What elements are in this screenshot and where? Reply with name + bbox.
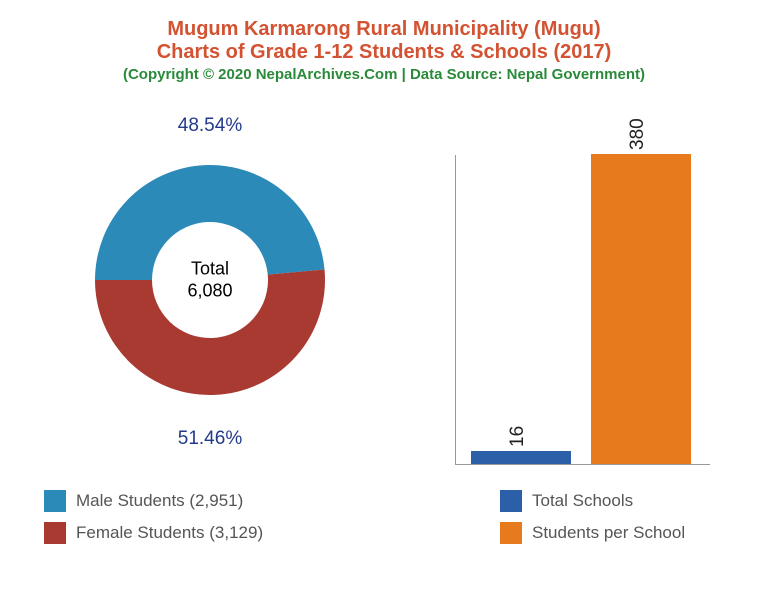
bar-schools-value-label: 16 (507, 426, 529, 447)
copyright-line: (Copyright © 2020 NepalArchives.Com | Da… (0, 66, 768, 83)
legend-male-label: Male Students (2,951) (76, 491, 243, 511)
bar-students-per-school (591, 154, 691, 464)
legend-schools: Total Schools (500, 490, 685, 512)
legend-schools-label: Total Schools (532, 491, 633, 511)
legend-female: Female Students (3,129) (44, 522, 263, 544)
bar-total-schools (471, 451, 571, 464)
donut-chart-section: 48.54% Total 6,080 51.46% (40, 140, 380, 420)
legend-box-schools (500, 490, 522, 512)
donut-center-label: Total 6,080 (187, 258, 232, 301)
charts-container: 48.54% Total 6,080 51.46% 16 380 Male St… (0, 120, 768, 540)
legend-students: Students per School (500, 522, 685, 544)
chart-header: Mugum Karmarong Rural Municipality (Mugu… (0, 0, 768, 83)
legend-box-female (44, 522, 66, 544)
bar-students-value-label: 380 (627, 118, 649, 150)
legend-students-label: Students per School (532, 523, 685, 543)
title-line-2: Charts of Grade 1-12 Students & Schools … (0, 41, 768, 64)
bar-chart: 16 380 (455, 155, 710, 465)
donut-center-bottom: 6,080 (187, 280, 232, 302)
title-line-1: Mugum Karmarong Rural Municipality (Mugu… (0, 18, 768, 41)
donut-chart: Total 6,080 (70, 140, 350, 420)
bar-chart-section: 16 380 (455, 155, 710, 465)
female-percent-label: 51.46% (178, 428, 242, 450)
male-percent-label: 48.54% (178, 115, 242, 137)
donut-center-top: Total (187, 258, 232, 280)
bar-legend: Total Schools Students per School (500, 490, 685, 554)
legend-box-male (44, 490, 66, 512)
legend-male: Male Students (2,951) (44, 490, 263, 512)
legend-female-label: Female Students (3,129) (76, 523, 263, 543)
legend-box-students (500, 522, 522, 544)
donut-legend: Male Students (2,951) Female Students (3… (44, 490, 263, 554)
